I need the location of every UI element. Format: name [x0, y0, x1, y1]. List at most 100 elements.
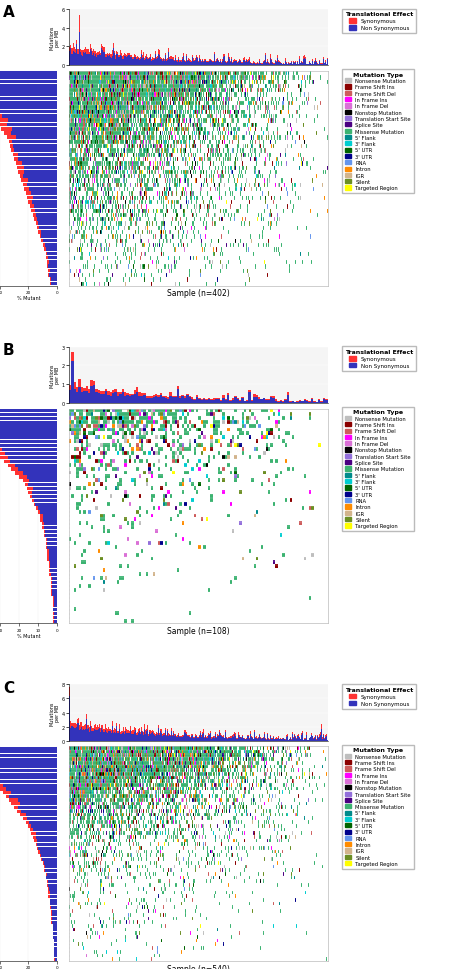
Bar [256, 65, 257, 66]
Bar [99, 729, 100, 741]
Bar [86, 50, 87, 55]
Bar [93, 728, 94, 732]
Bar [41, 239, 44, 243]
Bar [223, 55, 224, 58]
Bar [302, 737, 303, 738]
Bar [259, 738, 260, 741]
Bar [153, 59, 154, 61]
Y-axis label: Mutations
per MB: Mutations per MB [49, 363, 60, 388]
Bar [178, 58, 179, 60]
Bar [101, 726, 102, 729]
Bar [201, 725, 202, 729]
Bar [50, 898, 57, 902]
Bar [201, 399, 203, 400]
Bar [0, 409, 57, 413]
Bar [96, 53, 97, 58]
Bar [28, 201, 32, 204]
Bar [182, 60, 183, 66]
Bar [131, 396, 134, 404]
Bar [220, 62, 221, 66]
Bar [52, 581, 57, 584]
Bar [49, 549, 57, 553]
Bar [36, 832, 57, 835]
Bar [13, 145, 57, 148]
Bar [208, 400, 210, 404]
Bar [105, 730, 106, 741]
Bar [172, 398, 174, 404]
Bar [104, 732, 105, 741]
Bar [306, 740, 307, 741]
Bar [233, 63, 234, 66]
Bar [17, 810, 21, 813]
Bar [135, 735, 136, 741]
Bar [114, 392, 117, 404]
Bar [243, 59, 244, 61]
Bar [26, 821, 29, 824]
Bar [71, 47, 72, 50]
Bar [87, 725, 88, 730]
Bar [191, 737, 192, 738]
Bar [136, 56, 137, 66]
Bar [113, 44, 114, 48]
Bar [171, 60, 172, 66]
Bar [104, 729, 105, 732]
Bar [167, 735, 168, 741]
Bar [112, 51, 113, 56]
Bar [318, 65, 319, 66]
Bar [123, 733, 124, 741]
Bar [24, 188, 29, 192]
Bar [307, 65, 308, 66]
Bar [181, 735, 182, 741]
Bar [250, 732, 251, 735]
Bar [105, 392, 107, 404]
Bar [41, 231, 57, 234]
X-axis label: Sample (n=108): Sample (n=108) [167, 627, 229, 636]
Bar [156, 734, 157, 736]
Bar [237, 398, 239, 400]
Bar [273, 65, 274, 66]
Bar [125, 54, 126, 56]
Bar [107, 54, 108, 57]
Bar [205, 736, 206, 741]
Bar [0, 429, 57, 432]
Bar [276, 737, 277, 738]
Bar [18, 468, 57, 471]
Bar [112, 727, 113, 741]
Bar [54, 612, 57, 615]
Bar [301, 63, 302, 66]
Bar [247, 61, 248, 63]
Bar [268, 64, 269, 66]
Bar [85, 724, 86, 729]
Bar [100, 731, 101, 741]
Bar [100, 54, 101, 56]
Bar [310, 64, 311, 66]
Bar [297, 63, 298, 66]
Bar [157, 395, 160, 397]
Bar [273, 396, 275, 398]
Bar [248, 736, 249, 741]
Bar [231, 58, 232, 60]
Bar [27, 476, 57, 479]
Bar [205, 61, 206, 66]
Bar [300, 739, 301, 741]
Text: B: B [3, 343, 15, 358]
Bar [121, 392, 124, 404]
Bar [105, 58, 106, 66]
Bar [277, 738, 278, 741]
Bar [0, 758, 57, 761]
Bar [326, 736, 327, 741]
Bar [33, 197, 57, 201]
Bar [264, 734, 265, 741]
Bar [264, 62, 265, 66]
Bar [98, 55, 99, 66]
Bar [170, 60, 171, 66]
Bar [142, 56, 143, 58]
Bar [0, 788, 6, 791]
Bar [165, 735, 166, 737]
Bar [86, 720, 87, 741]
Bar [282, 61, 283, 62]
Bar [21, 810, 57, 813]
Legend: Nonsense Mutation, Frame Shift Ins, Frame Shift Del, In Frame Ins, In Frame Del,: Nonsense Mutation, Frame Shift Ins, Fram… [342, 745, 414, 869]
Bar [46, 542, 47, 546]
Bar [232, 64, 233, 66]
